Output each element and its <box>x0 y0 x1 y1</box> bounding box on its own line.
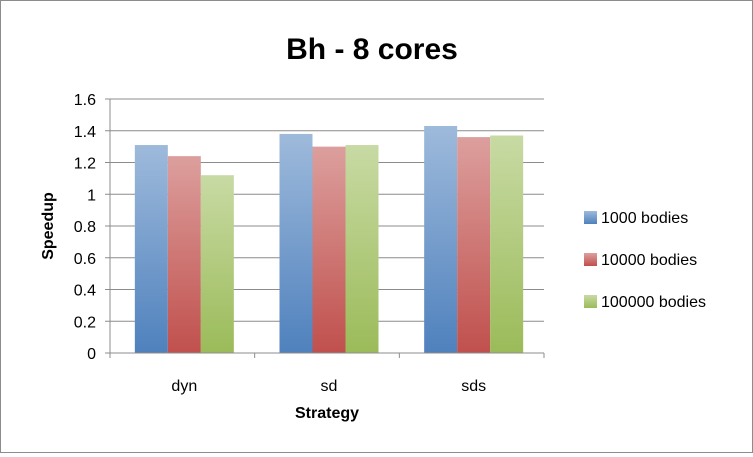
y-tick-label: 0.2 <box>74 314 96 331</box>
y-tick-label: 1.4 <box>74 124 96 141</box>
y-tick-label: 1 <box>87 187 96 204</box>
legend-label: 100000 bodies <box>601 294 706 311</box>
bar-sd-series-1 <box>279 133 313 353</box>
y-tick-label: 0.6 <box>74 251 96 268</box>
x-tick-label: sd <box>321 378 338 395</box>
legend-swatch <box>584 253 597 266</box>
bar-sds-series-3 <box>490 135 524 353</box>
y-tick-label: 1.2 <box>74 156 96 173</box>
y-tick-label: 0.8 <box>74 219 96 236</box>
bar-dyn-series-3 <box>200 175 234 353</box>
x-tick-label: sds <box>461 378 486 395</box>
y-tick-label: 0 <box>87 346 96 363</box>
legend-swatch <box>584 295 597 308</box>
legend-swatch <box>584 211 597 224</box>
legend-label: 1000 bodies <box>601 210 688 227</box>
legend-label: 10000 bodies <box>601 252 697 269</box>
legend: 1000 bodies 10000 bodies 100000 bodies <box>584 210 706 311</box>
bar-sd-series-2 <box>312 146 346 353</box>
chart-title: Bh - 8 cores <box>286 33 458 66</box>
x-tick-label: dyn <box>171 378 197 395</box>
bar-sd-series-3 <box>345 145 379 353</box>
y-tick-label: 0.4 <box>74 283 96 300</box>
bar-sds-series-2 <box>457 137 491 353</box>
y-axis-title: Speedup <box>40 192 57 260</box>
y-tick-label: 1.6 <box>74 92 96 109</box>
axes: 0 0.2 0.4 0.6 0.8 1 1.2 1.4 1.6 dyn sd sds <box>74 92 545 395</box>
bar-dyn-series-2 <box>167 156 201 353</box>
x-axis-title: Strategy <box>295 405 359 422</box>
bar-dyn-series-1 <box>134 145 168 353</box>
bars <box>134 125 524 353</box>
bar-sds-series-1 <box>424 125 458 353</box>
